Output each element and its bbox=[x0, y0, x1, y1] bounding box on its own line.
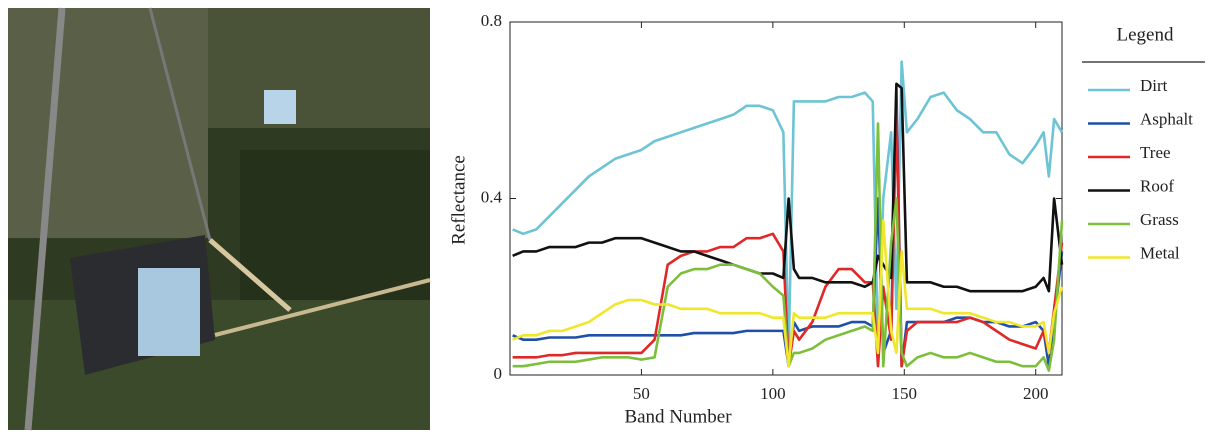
series-line bbox=[512, 82, 1064, 293]
y-tick-label: 0 bbox=[494, 364, 503, 383]
x-tick-label: 50 bbox=[633, 384, 650, 403]
dirt-track bbox=[208, 238, 292, 312]
y-axis-title: Reflectance bbox=[448, 155, 469, 245]
legend-label: Metal bbox=[1140, 243, 1180, 262]
y-tick-label: 0.4 bbox=[481, 187, 503, 206]
legend-title: Legend bbox=[1117, 24, 1174, 45]
residential-area bbox=[208, 8, 430, 128]
series-line bbox=[512, 108, 1064, 368]
road bbox=[148, 7, 212, 241]
plot-area bbox=[512, 60, 1064, 372]
series-line bbox=[512, 219, 1064, 368]
legend-label: Tree bbox=[1140, 143, 1171, 162]
building-roof bbox=[264, 90, 296, 124]
legend-label: Grass bbox=[1140, 210, 1179, 229]
store-roof bbox=[138, 268, 200, 356]
x-tick-label: 100 bbox=[760, 384, 786, 403]
highway bbox=[24, 7, 66, 431]
aerial-image bbox=[8, 7, 431, 431]
x-tick-label: 150 bbox=[892, 384, 918, 403]
x-axis-title: Band Number bbox=[624, 406, 732, 427]
field bbox=[8, 300, 430, 430]
residential-area bbox=[8, 8, 208, 238]
legend-label: Dirt bbox=[1140, 76, 1168, 95]
legend-label: Roof bbox=[1140, 176, 1174, 195]
x-tick-label: 200 bbox=[1023, 384, 1049, 403]
series-line bbox=[512, 60, 1064, 355]
woodland bbox=[240, 150, 430, 310]
series-line bbox=[512, 122, 1064, 372]
y-tick-label: 0.8 bbox=[481, 11, 502, 30]
legend-label: Asphalt bbox=[1140, 109, 1193, 128]
road bbox=[214, 278, 431, 337]
